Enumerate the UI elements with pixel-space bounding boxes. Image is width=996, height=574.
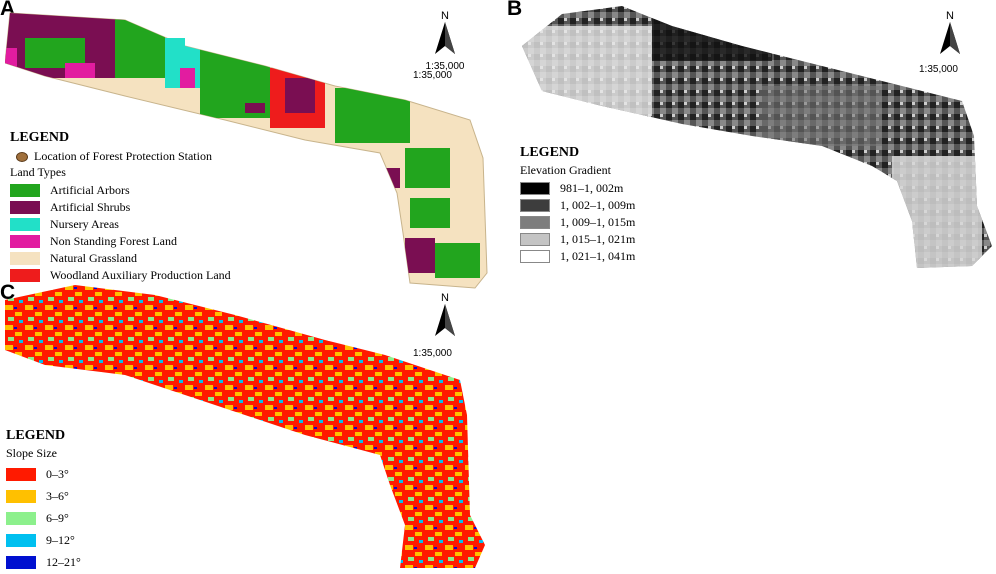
legend-b-label: 1, 015–1, 021m — [560, 232, 636, 246]
swatch-nursery-areas — [10, 218, 40, 231]
slope-map — [5, 285, 485, 568]
north-arrow-c: N — [425, 292, 465, 341]
scale-label-a: 1:35,000 — [425, 61, 465, 72]
scale-text-a: 1:35,000 — [413, 70, 452, 81]
legend-a-title: LEGEND — [10, 130, 70, 145]
north-arrow-icon — [940, 22, 960, 54]
legend-b-label: 1, 002–1, 009m — [560, 198, 636, 212]
elevation-map — [522, 6, 992, 268]
north-arrow-icon — [435, 304, 455, 336]
swatch-elev-3 — [520, 216, 550, 229]
swatch-artificial-shrubs — [10, 201, 40, 214]
swatch-natural-grassland — [10, 252, 40, 265]
swatch-slope-5 — [6, 555, 36, 569]
legend-c-label: 12–21° — [46, 554, 81, 569]
legend-b-title: LEGEND — [520, 145, 580, 160]
legend-b: LEGEND Elevation Gradient 981–1, 002m 1,… — [520, 145, 635, 265]
legend-a-item: Artificial Shrubs — [10, 199, 231, 216]
legend-b-label: 1, 021–1, 041m — [560, 249, 636, 263]
swatch-woodland-auxiliary — [10, 269, 40, 282]
legend-c-label: 0–3° — [46, 466, 69, 481]
legend-c: LEGEND Slope Size 0–3° 3–6° 6–9° 9–12° 1… — [6, 428, 81, 573]
legend-c-label: 6–9° — [46, 510, 69, 525]
legend-b-item: 1, 009–1, 015m — [520, 214, 635, 231]
legend-a-label: Natural Grassland — [50, 251, 137, 265]
legend-b-label: 981–1, 002m — [560, 181, 624, 195]
swatch-slope-3 — [6, 511, 36, 525]
swatch-elev-1 — [520, 182, 550, 195]
legend-b-item: 1, 015–1, 021m — [520, 231, 635, 248]
legend-b-item: 1, 002–1, 009m — [520, 197, 635, 214]
legend-c-item: 3–6° — [6, 485, 81, 507]
land-type-map — [5, 12, 488, 289]
north-arrow-icon — [435, 22, 455, 54]
legend-a-label: Non Standing Forest Land — [50, 234, 177, 248]
swatch-non-standing-forest — [10, 235, 40, 248]
station-label: Location of Forest Protection Station — [34, 149, 212, 163]
scale-label-c: 1:35,000 — [413, 348, 452, 359]
legend-a-label: Artificial Shrubs — [50, 200, 131, 214]
legend-c-item: 12–21° — [6, 551, 81, 573]
legend-b-subtitle: Elevation Gradient — [520, 163, 611, 177]
north-label-a: N — [441, 10, 449, 22]
swatch-slope-4 — [6, 533, 36, 547]
legend-c-item: 6–9° — [6, 507, 81, 529]
legend-a-subtitle: Land Types — [10, 165, 66, 179]
panel-c-label: C — [0, 281, 16, 304]
legend-c-subtitle: Slope Size — [6, 446, 57, 460]
north-label-c: N — [441, 292, 449, 304]
north-label-b: N — [946, 10, 954, 22]
legend-c-label: 9–12° — [46, 532, 75, 547]
legend-c-label: 3–6° — [46, 488, 69, 503]
legend-b-item: 1, 021–1, 041m — [520, 248, 635, 265]
legend-a-label: Woodland Auxiliary Production Land — [50, 268, 231, 282]
station-icon — [16, 151, 28, 162]
north-arrow-b: N — [930, 10, 970, 59]
legend-a-item: Woodland Auxiliary Production Land — [10, 267, 231, 284]
legend-c-item: 9–12° — [6, 529, 81, 551]
scale-label-b: 1:35,000 — [919, 64, 958, 75]
legend-a-item: Artificial Arbors — [10, 182, 231, 199]
legend-b-item: 981–1, 002m — [520, 180, 635, 197]
legend-c-title: LEGEND — [6, 428, 66, 443]
legend-a-item: Natural Grassland — [10, 250, 231, 267]
swatch-elev-4 — [520, 233, 550, 246]
legend-b-label: 1, 009–1, 015m — [560, 215, 636, 229]
north-arrow-a: N 1:35,000 — [425, 10, 465, 72]
legend-a-item: Nursery Areas — [10, 216, 231, 233]
panel-b-label: B — [507, 0, 523, 20]
swatch-elev-5 — [520, 250, 550, 263]
swatch-slope-1 — [6, 467, 36, 481]
legend-a-item: Non Standing Forest Land — [10, 233, 231, 250]
swatch-slope-2 — [6, 489, 36, 503]
swatch-elev-2 — [520, 199, 550, 212]
station-entry: Location of Forest Protection Station — [10, 148, 231, 165]
legend-c-item: 0–3° — [6, 463, 81, 485]
legend-a: LEGEND Location of Forest Protection Sta… — [10, 130, 231, 284]
legend-a-label: Artificial Arbors — [50, 183, 130, 197]
legend-a-label: Nursery Areas — [50, 217, 119, 231]
swatch-artificial-arbors — [10, 184, 40, 197]
